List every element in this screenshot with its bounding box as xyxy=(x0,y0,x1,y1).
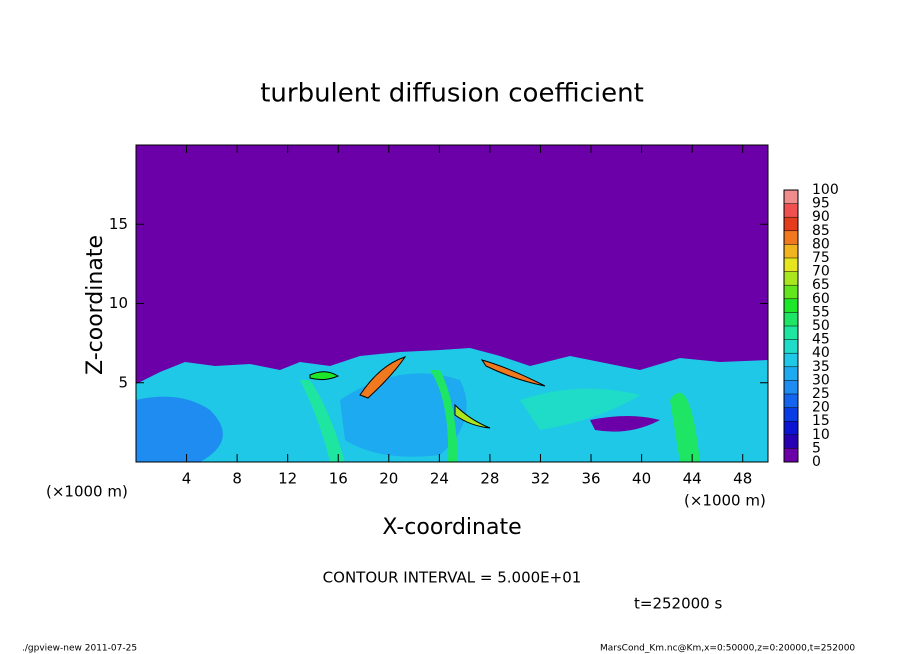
colorbar-band xyxy=(784,448,798,462)
x-tick-label: 16 xyxy=(329,470,348,488)
footer-right: MarsCond_Km.nc@Km,x=0:50000,z=0:20000,t=… xyxy=(600,644,855,654)
x-tick-label: 44 xyxy=(683,470,702,488)
chart-title: turbulent diffusion coefficient xyxy=(260,79,644,109)
x-tick-label: 28 xyxy=(480,470,499,488)
colorbar-band xyxy=(784,353,798,367)
colorbar-label: 0 xyxy=(812,454,821,470)
colorbar-label: 20 xyxy=(812,400,830,416)
colorbar-label: 60 xyxy=(812,291,830,307)
footer-left: ./gpview-new 2011-07-25 xyxy=(22,644,137,654)
x-tick-label: 48 xyxy=(733,470,752,488)
x-tick-label: 12 xyxy=(278,470,297,488)
colorbar-label: 80 xyxy=(812,236,830,252)
colorbar-band xyxy=(784,258,798,272)
time-label: t=252000 s xyxy=(634,595,722,613)
colorbar-label: 70 xyxy=(812,264,830,280)
eddy xyxy=(520,388,640,430)
plume xyxy=(430,370,458,462)
x-unit-label: (×1000 m) xyxy=(46,483,128,501)
eddy xyxy=(590,416,660,432)
colorbar-band xyxy=(784,421,798,435)
x-tick-label: 8 xyxy=(232,470,242,488)
x-tick-label: 20 xyxy=(379,470,398,488)
contour-interval: CONTOUR INTERVAL = 5.000E+01 xyxy=(323,569,582,587)
colorbar-band xyxy=(784,312,798,326)
colorbar-label: 15 xyxy=(812,413,830,429)
colorbar-band xyxy=(784,230,798,245)
colorbar-label: 30 xyxy=(812,372,830,388)
colorbar-label: 35 xyxy=(812,359,830,375)
streak xyxy=(359,356,407,399)
x-tick-label: 36 xyxy=(581,470,600,488)
colorbar-band xyxy=(784,203,798,218)
colorbar-band xyxy=(784,407,798,422)
field xyxy=(136,145,768,462)
colorbar-label: 95 xyxy=(812,196,830,212)
y-tick-label: 15 xyxy=(109,215,128,233)
colorbar-label: 50 xyxy=(812,318,830,334)
colorbar-band xyxy=(784,298,798,313)
colorbar-label: 45 xyxy=(812,332,830,348)
colorbar-label: 75 xyxy=(812,250,830,266)
colorbar-label: 90 xyxy=(812,209,830,225)
streak xyxy=(480,359,546,387)
colorbar-label: 40 xyxy=(812,345,830,361)
y-axis-label: Z-coordinate xyxy=(83,235,108,375)
streak xyxy=(309,371,340,381)
x-tick-label: 24 xyxy=(430,470,449,488)
x-tick-label: 40 xyxy=(632,470,651,488)
x-axis-label: X-coordinate xyxy=(382,515,521,540)
colorbar-band xyxy=(784,271,798,286)
colorbar-label: 85 xyxy=(812,223,830,239)
y-tick-label: 10 xyxy=(109,294,128,312)
colorbar-band xyxy=(784,339,798,354)
streak xyxy=(454,403,491,429)
colorbar-band xyxy=(784,217,798,231)
colorbar-label: 25 xyxy=(812,386,830,402)
colorbar-label: 5 xyxy=(812,440,821,456)
colorbar-band xyxy=(784,394,798,408)
colorbar-band xyxy=(784,366,798,381)
plume xyxy=(300,380,345,462)
colorbar-label: 10 xyxy=(812,427,830,443)
colorbar-band xyxy=(784,244,798,258)
colorbar-band xyxy=(784,434,798,449)
y-unit-label: (×1000 m) xyxy=(684,492,766,510)
colorbar-label: 100 xyxy=(812,182,839,198)
colorbar-label: 55 xyxy=(812,304,830,320)
colorbar-band xyxy=(784,326,798,340)
colorbar-band xyxy=(784,380,798,394)
colorbar-band xyxy=(784,285,798,299)
x-tick-label: 4 xyxy=(182,470,192,488)
x-tick-label: 32 xyxy=(531,470,550,488)
eddy xyxy=(136,396,223,462)
colorbar-label: 65 xyxy=(812,277,830,293)
plume xyxy=(670,392,700,462)
y-tick-label: 5 xyxy=(118,373,128,391)
colorbar-band xyxy=(784,190,798,204)
